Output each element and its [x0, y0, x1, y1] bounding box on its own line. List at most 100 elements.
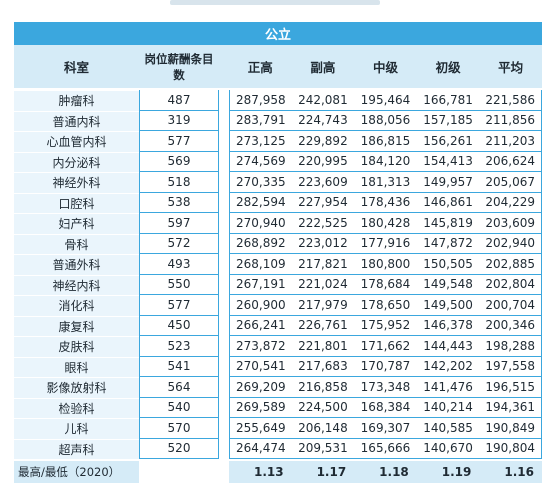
- cell-senior: 273,872: [229, 336, 292, 357]
- table-row: 神经外科 518 270,335 223,609 181,313 149,957 205,0…: [14, 172, 542, 193]
- cell-dept: 妇产科: [14, 213, 139, 234]
- cell-associate: 229,892: [291, 131, 355, 152]
- table-row: 骨科 572 268,892 223,012 177,916 147,872 202,940: [14, 233, 542, 254]
- cell-associate: 222,525: [291, 213, 355, 234]
- cell-associate: 221,801: [291, 336, 355, 357]
- cell-senior: 270,940: [229, 213, 292, 234]
- cell-positions: 572: [139, 233, 219, 254]
- column-header-junior: 初级: [416, 45, 480, 90]
- cell-junior: 149,957: [416, 172, 480, 193]
- cell-senior: 274,569: [229, 151, 292, 172]
- cell-positions: 577: [139, 131, 219, 152]
- cell-intermediate: 171,662: [354, 336, 417, 357]
- cell-senior: 287,958: [229, 90, 292, 111]
- cell-senior: 269,589: [229, 397, 292, 418]
- column-header-associate: 副高: [291, 45, 355, 90]
- cell-junior: 146,378: [416, 316, 480, 336]
- salary-table: 公立 科室 岗位薪酬条目数 正高 副高 中级 初级 平均 肿瘤科 487 287,9…: [14, 22, 542, 483]
- cell-average: 203,609: [479, 213, 542, 234]
- cell-positions: 520: [139, 438, 219, 459]
- column-header-positions: 岗位薪酬条目数: [139, 45, 219, 90]
- cell-senior: 264,474: [229, 438, 292, 459]
- cell-gap: [219, 131, 229, 152]
- cell-average: 202,804: [479, 274, 542, 295]
- cell-positions: 569: [139, 151, 219, 172]
- cell-average: 196,515: [479, 377, 542, 398]
- cell-gap: [219, 295, 229, 316]
- table-row: 儿科 570 255,649 206,148 169,307 140,585 190,849: [14, 418, 542, 439]
- cell-senior: 283,791: [229, 110, 292, 131]
- cell-associate: 217,683: [291, 357, 355, 377]
- cell-associate: 223,609: [291, 172, 355, 193]
- cell-intermediate: 165,666: [354, 439, 417, 459]
- cell-senior: 269,209: [229, 377, 292, 398]
- cell-positions: 577: [139, 295, 219, 316]
- cell-dept: 眼科: [14, 356, 139, 377]
- cell-senior: 267,191: [229, 274, 292, 295]
- cell-positions: 518: [139, 172, 219, 193]
- cell-associate: 224,500: [291, 398, 355, 418]
- column-header-row: 科室 岗位薪酬条目数 正高 副高 中级 初级 平均: [14, 45, 542, 90]
- cell-gap: [219, 172, 229, 193]
- cell-intermediate: 180,428: [354, 213, 417, 234]
- cell-associate: 227,954: [291, 193, 355, 213]
- cell-junior: 142,202: [416, 357, 480, 377]
- cell-senior: 266,241: [229, 315, 292, 336]
- cell-average: 194,361: [479, 397, 542, 418]
- column-header-dept: 科室: [14, 45, 139, 90]
- cell-positions: 541: [139, 356, 219, 377]
- cell-dept: 内分泌科: [14, 151, 139, 172]
- table-row: 皮肤科 523 273,872 221,801 171,662 144,443 198,28…: [14, 336, 542, 357]
- cell-average: 206,624: [479, 151, 542, 172]
- table-row: 影像放射科 564 269,209 216,858 173,348 141,476 196,…: [14, 377, 542, 398]
- cell-gap: [219, 356, 229, 377]
- cell-gap: [219, 233, 229, 254]
- cell-associate: 242,081: [291, 90, 355, 111]
- cell-intermediate: 175,952: [354, 316, 417, 336]
- cell-average: 190,849: [479, 418, 542, 439]
- cell-gap: [219, 418, 229, 439]
- column-header-spacer: [219, 45, 229, 90]
- cell-gap: [219, 90, 229, 111]
- cell-average: 200,704: [479, 295, 542, 316]
- cell-dept: 骨科: [14, 233, 139, 254]
- cell-intermediate: 178,650: [354, 295, 417, 316]
- cell-dept: 检验科: [14, 397, 139, 418]
- cell-dept: 消化科: [14, 295, 139, 316]
- cell-intermediate: 180,800: [354, 254, 417, 275]
- cell-average: 211,203: [479, 131, 542, 152]
- cell-dept: 肿瘤科: [14, 90, 139, 111]
- cell-junior: 146,861: [416, 193, 480, 213]
- cell-senior: 268,892: [229, 233, 292, 254]
- cell-dept: 皮肤科: [14, 336, 139, 357]
- cell-dept: 康复科: [14, 315, 139, 336]
- cell-positions: 540: [139, 397, 219, 418]
- cell-dept: 普通外科: [14, 254, 139, 275]
- cell-intermediate: 170,787: [354, 357, 417, 377]
- table-row: 康复科 450 266,241 226,761 175,952 146,378 200,34…: [14, 315, 542, 336]
- cell-dept: 神经外科: [14, 172, 139, 193]
- cell-dept: 神经内科: [14, 274, 139, 295]
- footer-blank-gap: [219, 459, 229, 483]
- cell-junior: 140,214: [416, 398, 480, 418]
- cell-gap: [219, 110, 229, 131]
- table-row: 内分泌科 569 274,569 220,995 184,120 154,413 206,6…: [14, 151, 542, 172]
- cell-associate: 217,821: [291, 254, 355, 275]
- cell-dept: 口腔科: [14, 192, 139, 213]
- footer-ratio-average: 1.16: [479, 459, 542, 483]
- cell-positions: 319: [139, 110, 219, 131]
- cell-gap: [219, 274, 229, 295]
- table-row: 神经内科 550 267,191 221,024 178,684 149,548 202,8…: [14, 274, 542, 295]
- cell-average: 202,885: [479, 254, 542, 275]
- cell-senior: 270,335: [229, 172, 292, 193]
- table-row: 消化科 577 260,900 217,979 178,650 149,500 200,70…: [14, 295, 542, 316]
- footer-ratio-intermediate: 1.18: [354, 459, 417, 483]
- cell-junior: 154,413: [416, 152, 480, 172]
- cell-intermediate: 181,313: [354, 172, 417, 193]
- cell-senior: 270,541: [229, 356, 292, 377]
- cell-dept: 普通内科: [14, 110, 139, 131]
- footer-blank-positions: [139, 459, 219, 483]
- cell-associate: 217,979: [291, 295, 355, 316]
- cell-senior: 260,900: [229, 295, 292, 316]
- footer-ratio-associate: 1.17: [291, 459, 355, 483]
